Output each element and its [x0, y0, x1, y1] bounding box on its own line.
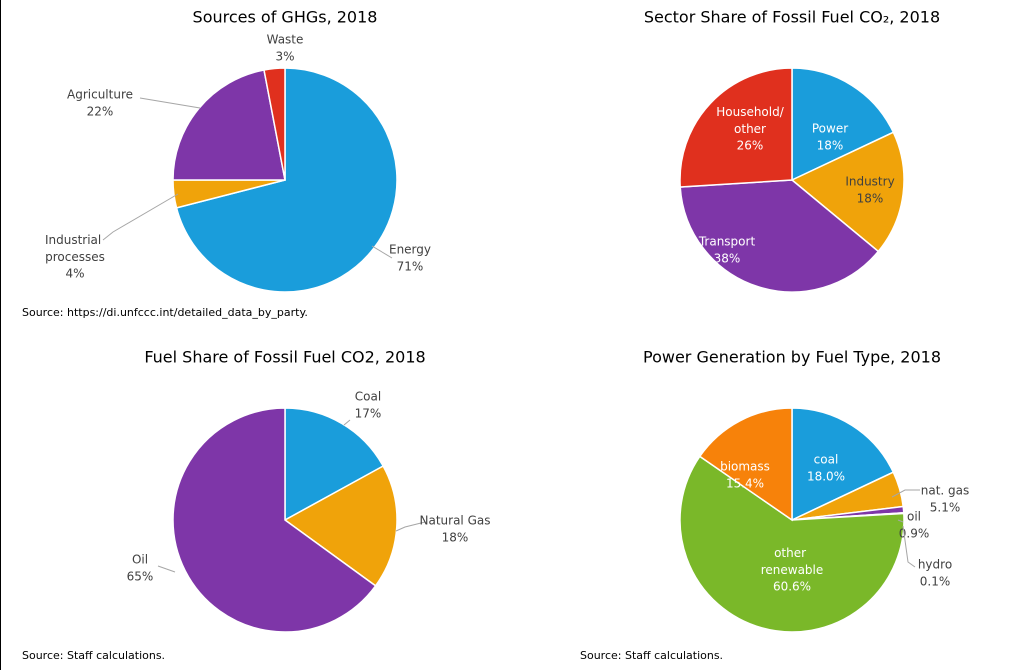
slice-value-label: 38% [714, 252, 741, 266]
pie-slice [679, 179, 880, 293]
slice-value-label: 18% [442, 531, 469, 545]
pie-slice [679, 455, 905, 633]
slice-label: Power [812, 122, 848, 136]
leader-line [897, 519, 904, 523]
slice-value-label: 18% [817, 139, 844, 153]
pie-slice [791, 407, 895, 522]
chart-title: Sector Share of Fossil Fuel CO₂, 2018 [644, 8, 940, 27]
slice-value-label: 17% [355, 407, 382, 421]
pie-slice [172, 407, 377, 633]
chart-title: Power Generation by Fuel Type, 2018 [643, 348, 941, 367]
slice-value-label: 5.1% [930, 501, 961, 515]
slice-label: Natural Gas [420, 514, 491, 528]
source-note: Source: Staff calculations. [580, 649, 723, 662]
slice-value-label: 3% [275, 50, 294, 64]
pie-slice [283, 465, 398, 587]
slice-value-label: 65% [127, 570, 154, 584]
slice-label: oil [907, 510, 921, 524]
slice-label: Waste [267, 33, 304, 47]
source-note: Source: https://di.unfccc.int/detailed_d… [22, 306, 308, 319]
pie-slice [263, 67, 286, 181]
slice-value-label: 18% [857, 192, 884, 206]
slice-label: biomass [720, 460, 770, 474]
slice-label: nat. gas [921, 484, 970, 498]
slice-label: Coal [355, 390, 381, 404]
slice-label: Industrial processes [45, 233, 105, 264]
leader-line [395, 521, 426, 532]
slice-label: Energy [389, 243, 431, 257]
slice-value-label: 71% [397, 260, 424, 274]
pie-slice [790, 131, 905, 253]
slice-value-label: 0.1% [920, 575, 951, 589]
slice-label: Oil [132, 553, 148, 567]
leader-line [139, 97, 201, 109]
slice-label: Agriculture [67, 88, 133, 102]
source-note: Source: Staff calculations. [22, 649, 165, 662]
leader-line [902, 525, 916, 568]
slice-value-label: 18.0% [807, 470, 845, 484]
slice-label: Industry [845, 175, 894, 189]
slice-label: other renewable [761, 546, 824, 577]
slice-label: Transport [698, 235, 756, 249]
slice-label: hydro [918, 558, 952, 572]
pie-slice [284, 407, 385, 522]
leader-line [371, 245, 393, 259]
pie-slice [791, 67, 895, 182]
pie-slice [698, 407, 793, 522]
slice-label: coal [814, 453, 839, 467]
leader-line [343, 419, 351, 426]
chart-title: Sources of GHGs, 2018 [193, 8, 378, 27]
leader-line [157, 565, 176, 573]
pie-slice [679, 67, 793, 188]
slice-value-label: 26% [737, 139, 764, 153]
slice-label: Household/other [716, 105, 785, 136]
slice-value-label: 22% [87, 105, 114, 119]
leader-line [102, 193, 179, 241]
slice-value-label: 4% [65, 267, 84, 281]
slice-value-label: 60.6% [773, 580, 811, 594]
chart-title: Fuel Share of Fossil Fuel CO2, 2018 [144, 348, 425, 367]
pie-slice [172, 69, 286, 181]
leader-line [891, 489, 920, 498]
pie-slice [175, 67, 398, 293]
slice-value-label: 15.4% [726, 477, 764, 491]
slice-value-label: 0.9% [899, 527, 930, 541]
